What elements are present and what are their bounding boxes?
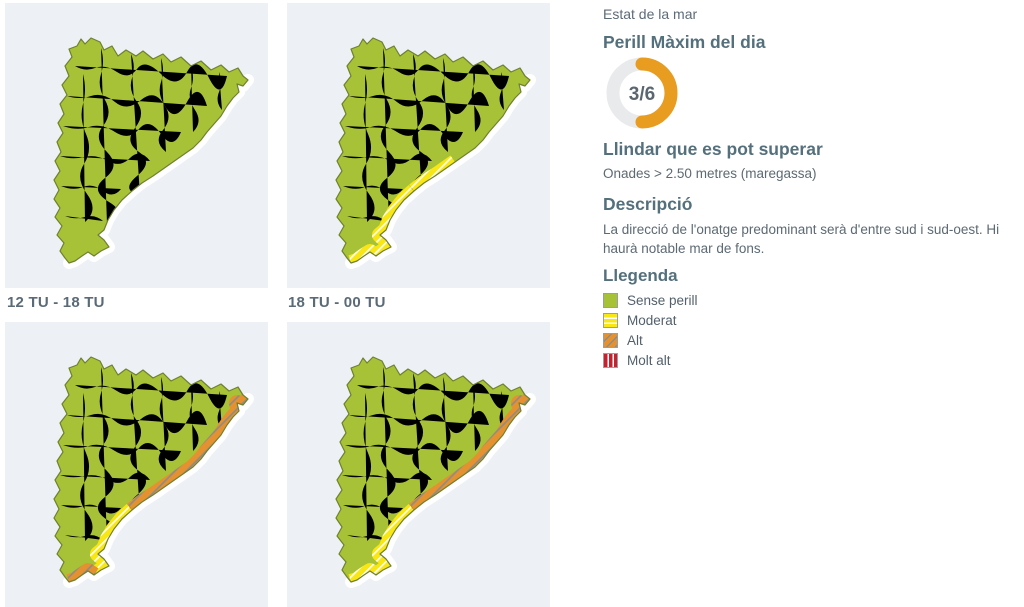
catalonia-map-fourth-period (335, 356, 550, 607)
legend-label: Alt (627, 332, 643, 348)
gauge-value-text: 3/6 (629, 84, 655, 105)
legend-label: Moderat (627, 312, 677, 328)
legend-label: Molt alt (627, 352, 671, 368)
time-label-12tu-18tu: 12 TU - 18 TU (7, 294, 105, 311)
legend-swatch-molt-alt (603, 352, 618, 368)
description-text: La direcció de l'onatge predominant serà… (603, 222, 1000, 257)
legend-swatch-alt (603, 332, 618, 348)
catalonia-map-18tu-00tu (335, 37, 550, 288)
section-label: Estat de la mar (603, 6, 698, 22)
legend-swatch-moderat (603, 312, 618, 328)
legend-label: Sense perill (627, 292, 698, 308)
sea-state-info-panel: Estat de la mar Perill Màxim del dia 3/6… (603, 0, 1023, 576)
map-panel-06tu-12tu (287, 322, 550, 607)
legend-item-sense-perill: Sense perill (603, 290, 698, 310)
legend-title: Llegenda (603, 266, 678, 285)
legend-swatch-sense-perill (603, 292, 618, 308)
catalonia-map-12tu-18tu (53, 37, 268, 288)
danger-level-gauge: 3/6 (606, 57, 678, 129)
threshold-text: Onades > 2.50 metres (maregassa) (603, 166, 817, 181)
map-panel-18tu-00tu (287, 3, 550, 288)
legend-item-molt-alt: Molt alt (603, 350, 698, 370)
time-label-18tu-00tu: 18 TU - 00 TU (288, 294, 386, 311)
gauge-value-arc (635, 57, 678, 129)
map-panel-12tu-18tu (5, 3, 268, 288)
legend-item-moderat: Moderat (603, 310, 698, 330)
legend-item-alt: Alt (603, 330, 698, 350)
map-panel-00tu-06tu (5, 322, 268, 607)
description-title: Descripció (603, 194, 693, 214)
threshold-title: Llindar que es pot superar (603, 139, 823, 159)
catalonia-map-third-period (53, 356, 268, 607)
max-danger-title: Perill Màxim del dia (603, 32, 766, 52)
legend: Sense perill Moderat Alt Molt alt (603, 290, 698, 370)
